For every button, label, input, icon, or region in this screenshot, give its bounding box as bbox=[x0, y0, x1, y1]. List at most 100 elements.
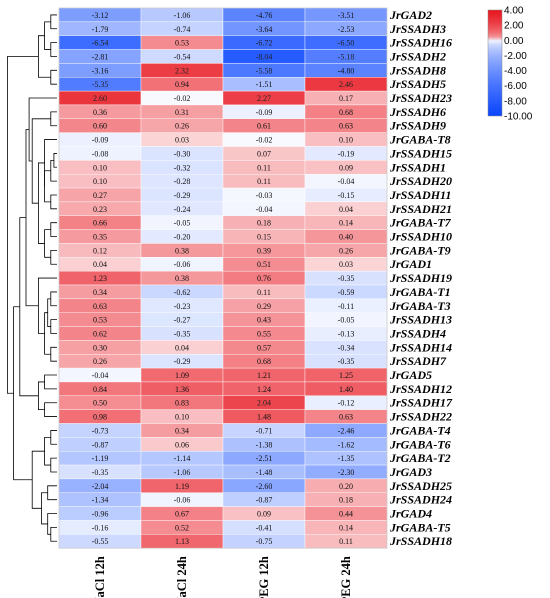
row-label: JrSSADH14 bbox=[389, 340, 452, 354]
cell-value-label: 0.62 bbox=[93, 329, 107, 338]
cell-value-label: -1.19 bbox=[92, 454, 109, 463]
column-label: PEG 12h bbox=[257, 556, 271, 598]
cell-value-label: -2.81 bbox=[92, 52, 109, 61]
row-label: JrGABA-T7 bbox=[389, 216, 452, 230]
cell-value-label: 0.38 bbox=[175, 274, 189, 283]
cell-value-label: 0.43 bbox=[257, 316, 271, 325]
cell-value-label: -0.13 bbox=[338, 329, 355, 338]
cell-value-label: 0.23 bbox=[93, 205, 107, 214]
cell-value-label: -3.12 bbox=[92, 11, 109, 20]
cell-value-label: 0.38 bbox=[175, 246, 189, 255]
cell-value-label: 0.04 bbox=[339, 205, 353, 214]
cell-value-label: 1.19 bbox=[175, 482, 189, 491]
cell-value-label: 2.46 bbox=[339, 80, 353, 89]
cell-value-label: -1.38 bbox=[256, 440, 273, 449]
cell-value-label: 0.14 bbox=[339, 523, 353, 532]
cell-value-label: -1.62 bbox=[338, 440, 355, 449]
cell-value-label: -0.09 bbox=[256, 108, 273, 117]
color-scale-bar bbox=[487, 9, 503, 117]
cell-value-label: -0.87 bbox=[92, 440, 109, 449]
cell-value-label: 0.10 bbox=[175, 413, 189, 422]
cell-value-label: -6.54 bbox=[92, 39, 109, 48]
cell-value-label: 1.25 bbox=[339, 371, 353, 380]
cell-value-label: 0.17 bbox=[339, 94, 353, 103]
cell-value-label: -2.30 bbox=[338, 468, 355, 477]
cell-value-label: -1.06 bbox=[174, 468, 191, 477]
row-label: JrGABA-T1 bbox=[389, 285, 451, 299]
row-label: JrSSADH21 bbox=[389, 202, 452, 216]
cell-value-label: 2.04 bbox=[257, 399, 271, 408]
cell-value-label: 0.61 bbox=[257, 122, 271, 131]
cell-value-label: -0.19 bbox=[338, 149, 355, 158]
color-scale-tick: 2.00 bbox=[504, 21, 524, 32]
cell-value-label: 2.60 bbox=[93, 94, 107, 103]
cell-value-label: 0.94 bbox=[175, 80, 189, 89]
cell-value-label: 0.09 bbox=[339, 163, 353, 172]
cell-value-label: -0.29 bbox=[174, 191, 191, 200]
cell-value-label: 0.18 bbox=[339, 496, 353, 505]
row-labels: JrGAD2JrSSADH3JrSSADH16JrSSADH2JrSSADH8J… bbox=[389, 8, 453, 548]
cell-value-label: 0.63 bbox=[93, 302, 107, 311]
color-scale-tick: 0.00 bbox=[504, 36, 524, 47]
heatmap-cells: -3.12 -1.06 -4.76 -3.51 -1.79 -0.74 -3.64 -2.53… bbox=[58, 7, 388, 549]
cell-value-label: -0.04 bbox=[92, 371, 109, 380]
cell-value-label: -0.06 bbox=[174, 260, 191, 269]
color-scale-tick: -4.00 bbox=[504, 66, 527, 77]
cell-value-label: 0.26 bbox=[175, 122, 189, 131]
cell-value-label: 1.40 bbox=[339, 385, 353, 394]
row-label: JrSSADH6 bbox=[389, 105, 446, 119]
cell-value-label: 0.10 bbox=[339, 136, 353, 145]
cell-value-label: -0.29 bbox=[174, 357, 191, 366]
cell-value-label: 0.26 bbox=[93, 357, 107, 366]
cell-value-label: -0.35 bbox=[338, 357, 355, 366]
cell-value-label: -0.35 bbox=[338, 274, 355, 283]
row-label: JrSSADH12 bbox=[389, 382, 452, 396]
cell-value-label: 0.34 bbox=[175, 426, 189, 435]
cell-value-label: -0.30 bbox=[174, 149, 191, 158]
cell-value-label: -0.87 bbox=[256, 496, 273, 505]
cell-value-label: 0.14 bbox=[339, 219, 353, 228]
cell-value-label: -0.02 bbox=[174, 94, 191, 103]
cell-value-label: -0.74 bbox=[174, 25, 191, 34]
cell-value-label: 0.03 bbox=[339, 260, 353, 269]
cell-value-label: 0.34 bbox=[93, 288, 107, 297]
cell-value-label: -0.05 bbox=[338, 316, 355, 325]
cell-value-label: 0.52 bbox=[175, 523, 189, 532]
row-label: JrSSADH13 bbox=[389, 313, 452, 327]
cell-value-label: 0.10 bbox=[93, 177, 107, 186]
cell-value-label: 0.11 bbox=[257, 163, 271, 172]
cell-value-label: -0.62 bbox=[174, 288, 191, 297]
cell-value-label: -1.48 bbox=[256, 468, 273, 477]
cell-value-label: -0.04 bbox=[338, 177, 355, 186]
cell-value-label: 1.36 bbox=[175, 385, 189, 394]
cell-value-label: -0.16 bbox=[92, 523, 109, 532]
cell-value-label: 0.30 bbox=[93, 343, 107, 352]
cell-value-label: 0.50 bbox=[93, 399, 107, 408]
row-label: JrSSADH23 bbox=[389, 91, 452, 105]
cell-value-label: 0.63 bbox=[339, 122, 353, 131]
row-label: JrSSADH5 bbox=[389, 77, 446, 91]
cell-value-label: -1.06 bbox=[174, 11, 191, 20]
cell-value-label: 0.98 bbox=[93, 413, 107, 422]
cell-value-label: -0.96 bbox=[92, 510, 109, 519]
row-label: JrSSADH9 bbox=[389, 119, 446, 133]
cell-value-label: -1.79 bbox=[92, 25, 109, 34]
row-label: JrGAD2 bbox=[389, 8, 432, 22]
cell-value-label: -0.02 bbox=[256, 136, 273, 145]
cell-value-label: -0.71 bbox=[256, 426, 273, 435]
cell-value-label: -1.35 bbox=[338, 454, 355, 463]
cell-value-label: 1.48 bbox=[257, 413, 271, 422]
row-label: JrSSADH2 bbox=[389, 49, 446, 63]
cell-value-label: 1.21 bbox=[257, 371, 271, 380]
cell-value-label: -3.51 bbox=[338, 11, 355, 20]
cell-value-label: 0.12 bbox=[93, 246, 107, 255]
cell-value-label: 0.04 bbox=[93, 260, 107, 269]
color-scale-tick: -10.00 bbox=[504, 112, 533, 123]
cell-value-label: 2.32 bbox=[175, 66, 189, 75]
cell-value-label: 0.57 bbox=[257, 343, 271, 352]
cell-value-label: 0.26 bbox=[339, 246, 353, 255]
cell-value-label: 0.66 bbox=[93, 219, 107, 228]
column-label: PEG 24h bbox=[339, 556, 353, 598]
cell-value-label: 0.11 bbox=[339, 537, 353, 546]
cell-value-label: -0.55 bbox=[92, 537, 109, 546]
